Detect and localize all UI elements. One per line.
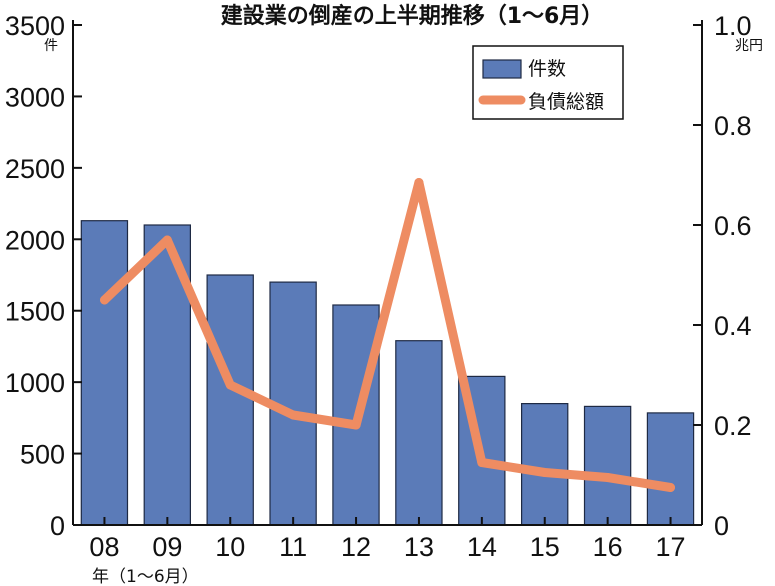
x-tick-label: 14 [467,532,497,562]
x-tick-label: 10 [215,532,245,562]
line-point-14 [477,458,487,467]
bar-10 [206,274,254,526]
right-tick-label: 0 [714,511,729,541]
left-tick-label: 3000 [5,82,65,112]
legend: 件数 負債総額 [472,45,624,120]
line-point-10 [225,380,235,390]
bar-17 [646,412,695,526]
right-tick-label: 0.2 [714,411,752,441]
x-tick-label: 16 [593,532,623,562]
line-point-13 [414,178,424,187]
left-tick-label: 2000 [5,225,65,255]
line-series [100,178,675,492]
line-point-11 [288,410,298,420]
line-point-09 [162,235,172,245]
x-axis-sublabel: 年（1〜6月） [92,567,199,586]
right-tick-label: 0.4 [714,311,752,341]
legend-line-label: 負債総額 [528,91,604,113]
axes: 0 500 1000 1500 2000 2500 3000 3500 0 0.2 0.4 0.6 0.… [5,11,752,562]
bar-13 [395,340,443,526]
bar-16 [583,405,632,526]
right-tick-label: 0.8 [714,111,752,141]
chart-title: 建設業の倒産の上半期推移（1〜6月） [221,3,604,29]
left-tick-label: 500 [20,440,65,470]
left-axis-unit: 件 [44,38,58,54]
x-tick-label: 11 [279,532,307,562]
line-point-17 [666,483,675,492]
bar-15 [520,403,569,526]
left-tick-label: 3500 [5,11,65,41]
right-tick-label: 1.0 [714,11,752,41]
line-point-15 [540,468,550,477]
left-tick-label: 1000 [5,368,65,398]
x-tick-label: 17 [656,532,686,562]
line-point-08 [100,295,109,305]
right-axis-unit: 兆円 [735,38,763,54]
x-tick-label: 09 [152,532,182,562]
line-負債総額 [100,178,675,492]
legend-box [472,45,624,120]
legend-bar-swatch [482,59,522,79]
x-tick-label: 13 [404,532,434,562]
bar-series [80,220,695,526]
left-tick-label: 0 [50,511,65,541]
line-point-12 [351,420,361,430]
left-tick-label: 1500 [5,297,65,327]
left-tick-label: 2500 [5,154,65,184]
right-tick-label: 0.6 [714,211,752,241]
line-point-16 [603,473,613,482]
x-tick-label: 08 [89,532,119,562]
x-tick-label: 12 [341,532,371,562]
x-tick-label: 15 [530,532,560,562]
bar-08 [80,220,129,526]
legend-bar-label: 件数 [528,58,566,80]
